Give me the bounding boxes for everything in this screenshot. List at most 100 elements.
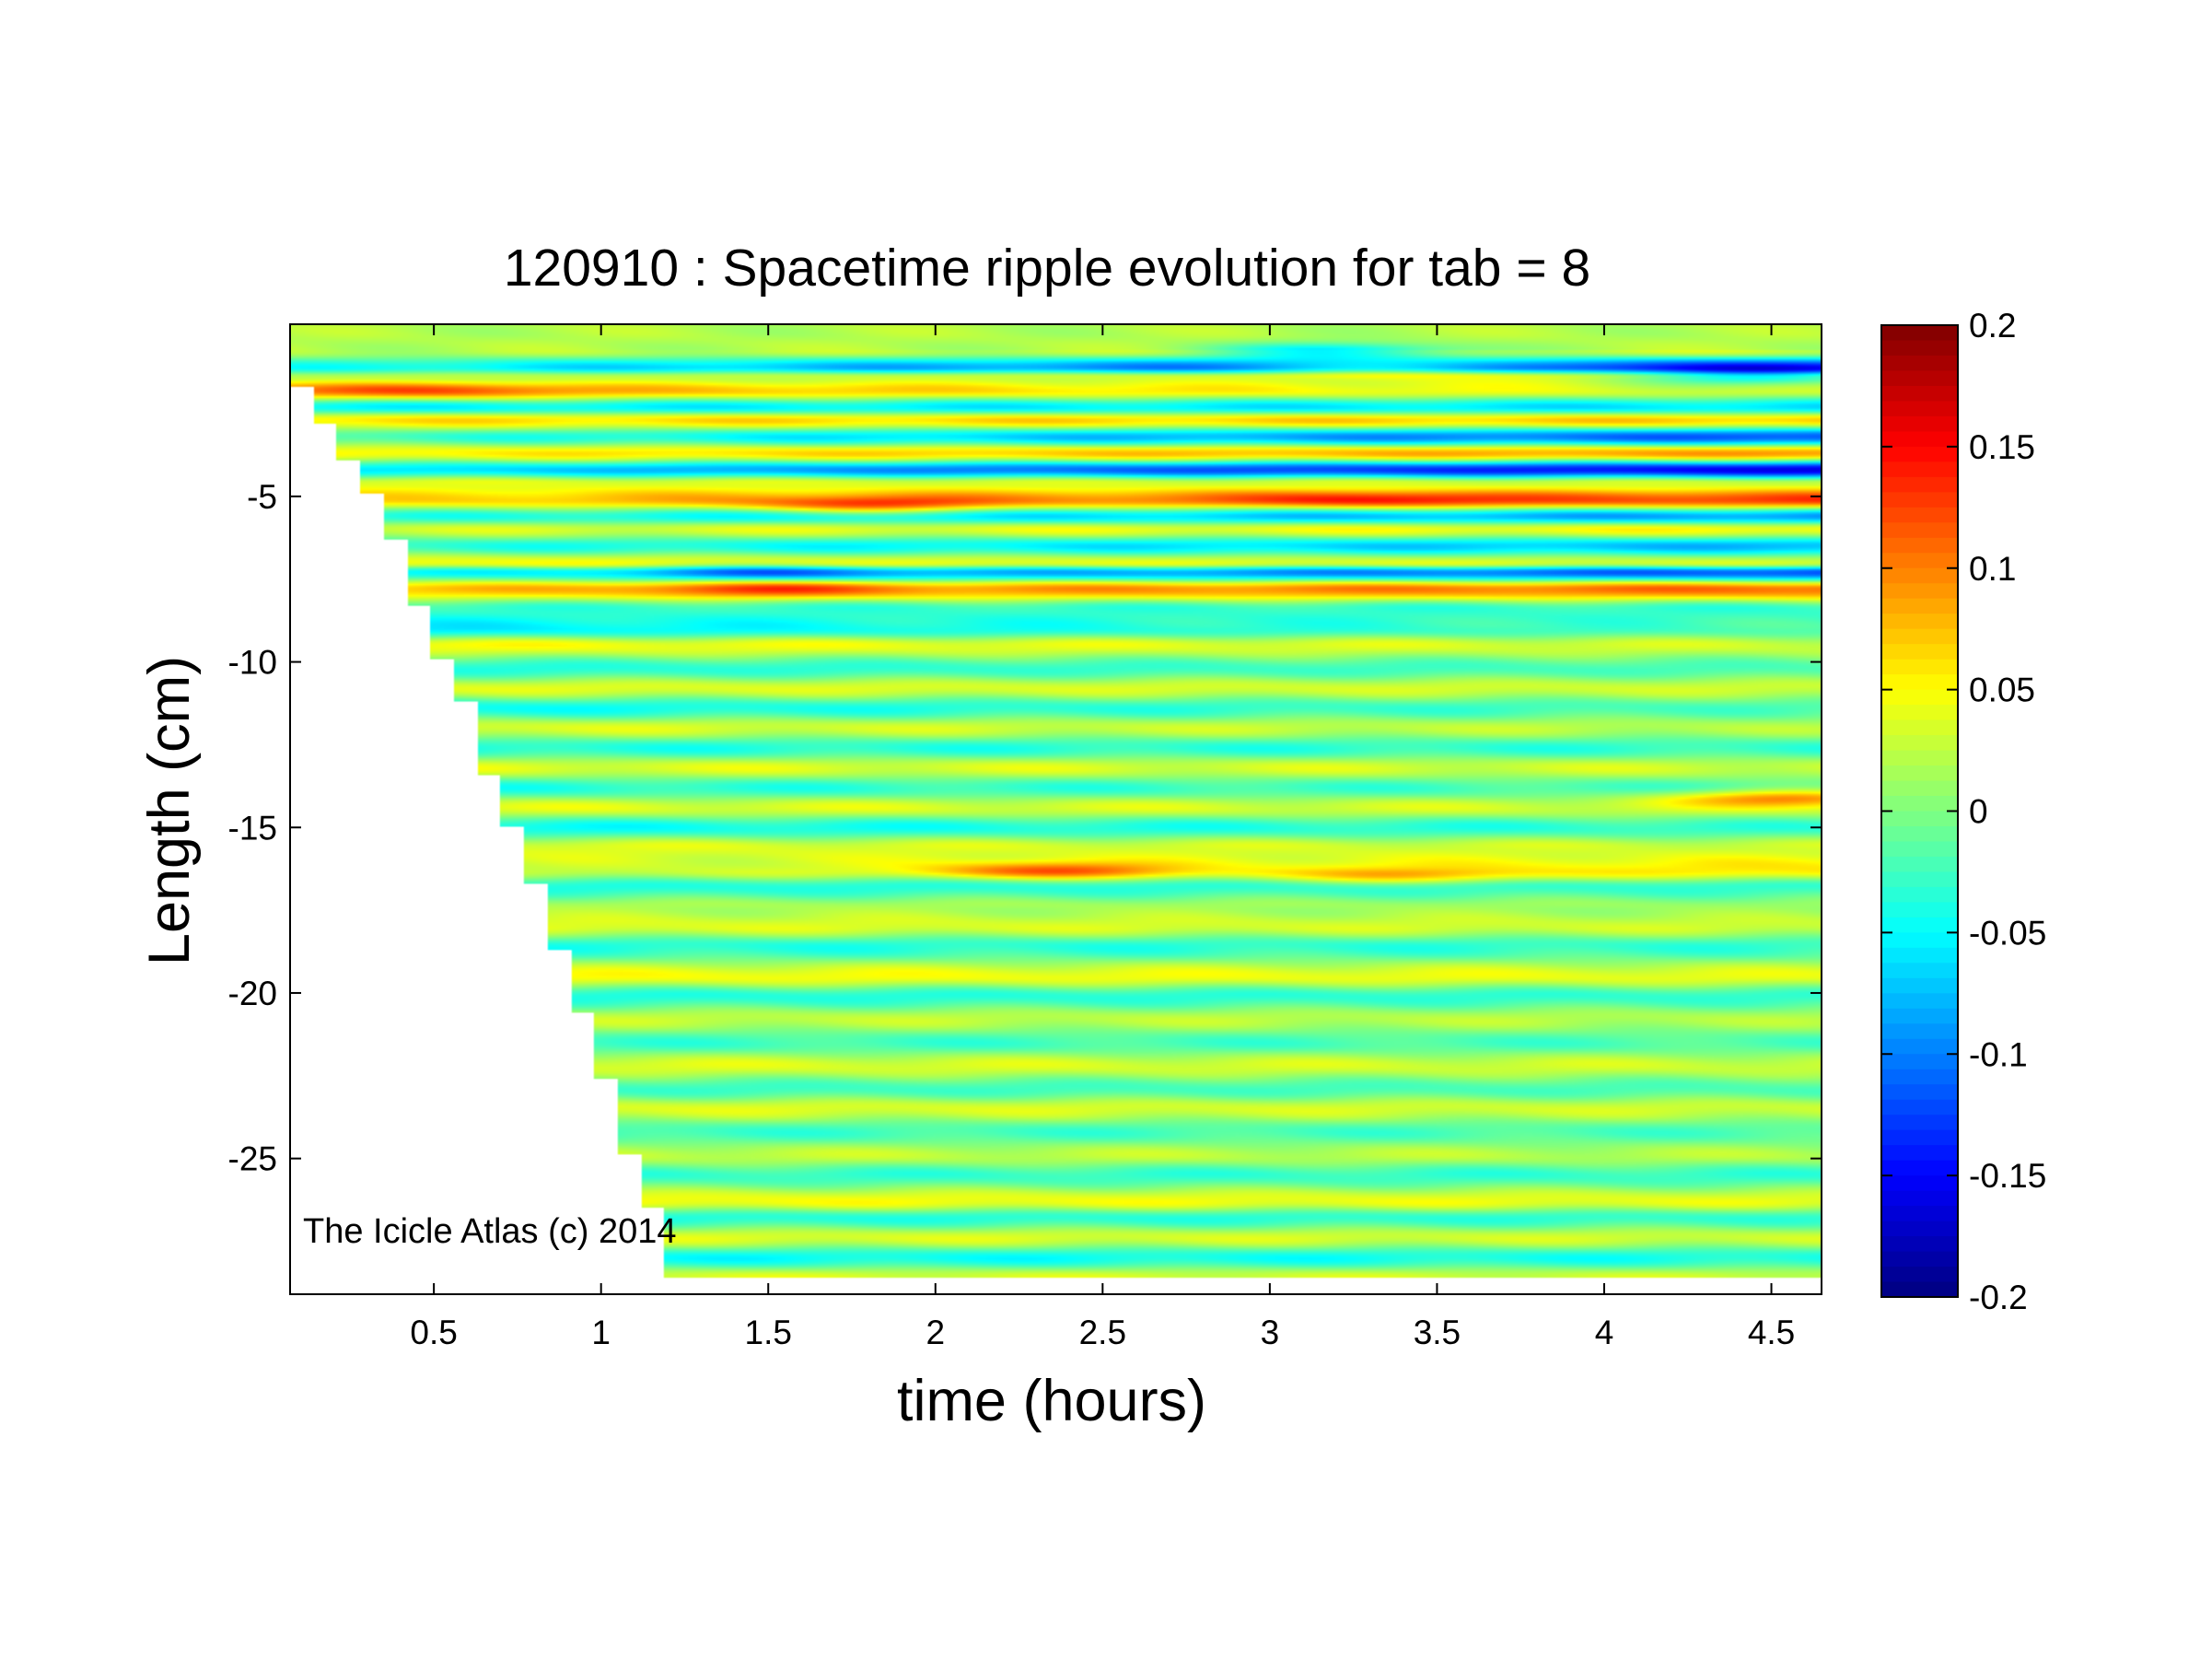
x-tick-label: 3.5 bbox=[1414, 1314, 1461, 1351]
x-axis-label: time (hours) bbox=[897, 1369, 1206, 1433]
colorbar-segment bbox=[1881, 856, 1958, 873]
x-tick-label: 0.5 bbox=[410, 1314, 457, 1351]
colorbar-segment bbox=[1881, 902, 1958, 918]
colorbar-segment bbox=[1881, 796, 1958, 812]
y-axis-ticks: -5 -10 -15 -20 -25 bbox=[228, 478, 1822, 1178]
colorbar-tick-label: 0.1 bbox=[1969, 550, 2016, 588]
colorbar-segment bbox=[1881, 1236, 1958, 1253]
colorbar-segment bbox=[1881, 1190, 1958, 1207]
plot-area: The Icicle Atlas (c) 2014 0.5 1 1.5 2 2.5 3 3.… bbox=[228, 323, 1822, 1351]
colorbar-segment bbox=[1881, 977, 1958, 994]
colorbar-segment bbox=[1881, 355, 1958, 372]
x-tick-label: 1.5 bbox=[745, 1314, 792, 1351]
colorbar-segment bbox=[1881, 871, 1958, 888]
colorbar-segment bbox=[1881, 385, 1958, 403]
colorbar-segment bbox=[1881, 1206, 1958, 1222]
colorbar-tick-label: 0 bbox=[1969, 793, 1988, 831]
colorbar-segment bbox=[1881, 735, 1958, 752]
watermark-annotation: The Icicle Atlas (c) 2014 bbox=[303, 1212, 677, 1251]
x-axis-ticks: 0.5 1 1.5 2 2.5 3 3.5 4 4.5 bbox=[410, 324, 1795, 1351]
x-tick-label: 2 bbox=[926, 1314, 945, 1351]
chart-title: 120910 : Spacetime ripple evolution for … bbox=[504, 239, 1590, 298]
colorbar-segment bbox=[1881, 507, 1958, 523]
x-tick-label: 4 bbox=[1595, 1314, 1614, 1351]
colorbar-segment bbox=[1881, 1069, 1958, 1085]
colorbar-tick-label: -0.15 bbox=[1969, 1157, 2046, 1195]
colorbar-segment bbox=[1881, 446, 1958, 462]
colorbar-segment bbox=[1881, 1008, 1958, 1024]
colorbar-segment bbox=[1881, 811, 1958, 827]
colorbar-segment bbox=[1881, 765, 1958, 782]
colorbar-segment bbox=[1881, 461, 1958, 478]
x-tick-label: 3 bbox=[1261, 1314, 1280, 1351]
colorbar-segment bbox=[1881, 1129, 1958, 1146]
colorbar-segment bbox=[1881, 401, 1958, 417]
colorbar-segment bbox=[1881, 719, 1958, 736]
colorbar-segment bbox=[1881, 628, 1958, 645]
colorbar-segment bbox=[1881, 1084, 1958, 1101]
colorbar-segment bbox=[1881, 1221, 1958, 1237]
colorbar-segment bbox=[1881, 705, 1958, 721]
colorbar-segment bbox=[1881, 325, 1958, 342]
colorbar-segment bbox=[1881, 674, 1958, 691]
plot-frame bbox=[289, 323, 1822, 1295]
colorbar-segment bbox=[1881, 1251, 1958, 1268]
y-tick-label: -5 bbox=[247, 478, 277, 516]
colorbar-segment bbox=[1881, 370, 1958, 387]
colorbar-segment bbox=[1881, 917, 1958, 933]
colorbar-segment bbox=[1881, 659, 1958, 675]
colorbar-segment bbox=[1881, 598, 1958, 614]
colorbar-segment bbox=[1881, 1175, 1958, 1192]
colorbar-segment bbox=[1881, 431, 1958, 448]
y-axis-label: Length (cm) bbox=[137, 656, 202, 965]
colorbar-segment bbox=[1881, 1145, 1958, 1162]
colorbar-tick-label: 0.05 bbox=[1969, 672, 2035, 709]
colorbar-segment bbox=[1881, 1054, 1958, 1070]
colorbar-segment bbox=[1881, 886, 1958, 904]
colorbar-ticks: 0.2 0.15 0.1 0.05 0 -0.05 -0.1 -0.15 -0.2 bbox=[1881, 307, 2046, 1316]
colorbar-segment bbox=[1881, 841, 1958, 858]
colorbar-segment bbox=[1881, 1023, 1958, 1040]
colorbar-tick-label: -0.1 bbox=[1969, 1035, 2028, 1073]
colorbar-tick-label: -0.2 bbox=[1969, 1279, 2028, 1316]
y-tick-label: -20 bbox=[228, 975, 277, 1012]
colorbar-segment bbox=[1881, 415, 1958, 432]
colorbar-gradient bbox=[1881, 325, 1958, 1298]
colorbar: 0.2 0.15 0.1 0.05 0 -0.05 -0.1 -0.15 -0.2 bbox=[1880, 307, 2046, 1316]
colorbar-segment bbox=[1881, 947, 1958, 964]
colorbar-segment bbox=[1881, 689, 1958, 706]
colorbar-segment bbox=[1881, 567, 1958, 584]
colorbar-segment bbox=[1881, 1038, 1958, 1055]
heatmap-image bbox=[290, 324, 1822, 1294]
colorbar-segment bbox=[1881, 932, 1958, 949]
colorbar-segment bbox=[1881, 1281, 1958, 1298]
colorbar-segment bbox=[1881, 993, 1958, 1010]
colorbar-segment bbox=[1881, 340, 1958, 356]
colorbar-segment bbox=[1881, 522, 1958, 539]
colorbar-segment bbox=[1881, 963, 1958, 979]
x-tick-label: 4.5 bbox=[1748, 1314, 1795, 1351]
colorbar-tick-label: 0.15 bbox=[1969, 428, 2035, 466]
colorbar-tick-label: -0.05 bbox=[1969, 914, 2046, 952]
colorbar-segment bbox=[1881, 613, 1958, 630]
colorbar-segment bbox=[1881, 1160, 1958, 1176]
colorbar-segment bbox=[1881, 1267, 1958, 1283]
colorbar-tick-label: 0.2 bbox=[1969, 307, 2016, 345]
colorbar-segment bbox=[1881, 644, 1958, 660]
x-tick-label: 2.5 bbox=[1079, 1314, 1126, 1351]
colorbar-segment bbox=[1881, 583, 1958, 600]
colorbar-segment bbox=[1881, 1115, 1958, 1131]
colorbar-segment bbox=[1881, 537, 1958, 554]
x-tick-label: 1 bbox=[591, 1314, 611, 1351]
colorbar-segment bbox=[1881, 825, 1958, 843]
y-tick-label: -25 bbox=[228, 1140, 277, 1178]
colorbar-segment bbox=[1881, 1099, 1958, 1116]
y-tick-label: -15 bbox=[228, 809, 277, 847]
colorbar-segment bbox=[1881, 780, 1958, 797]
colorbar-segment bbox=[1881, 492, 1958, 508]
colorbar-segment bbox=[1881, 750, 1958, 766]
colorbar-segment bbox=[1881, 476, 1958, 493]
y-tick-label: -10 bbox=[228, 644, 277, 682]
colorbar-segment bbox=[1881, 553, 1958, 569]
